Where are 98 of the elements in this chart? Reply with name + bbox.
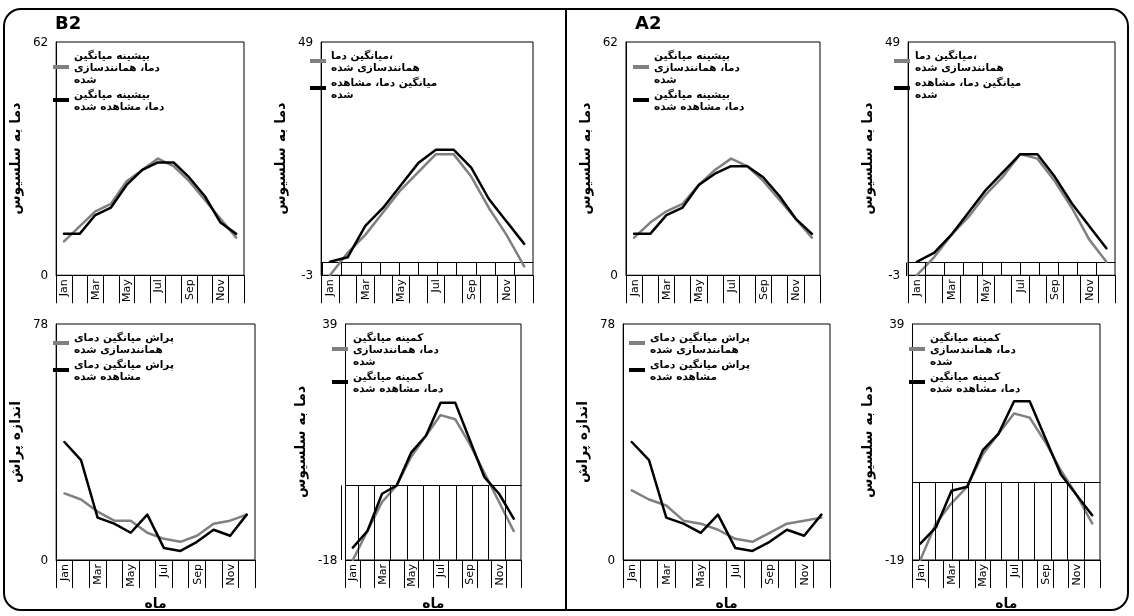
y-tick-label: 49 bbox=[884, 35, 901, 49]
y-tick-label: 62 bbox=[32, 35, 49, 49]
line-series bbox=[630, 440, 823, 553]
y-tick-label: 49 bbox=[297, 35, 314, 49]
x-tick-label: Mar bbox=[945, 563, 959, 585]
y-axis-title: دما به سلسیوس bbox=[292, 385, 309, 499]
x-tick-label: Nov bbox=[789, 278, 803, 301]
x-tick-label: Nov bbox=[492, 563, 506, 586]
x-tick-label: May bbox=[694, 563, 708, 587]
legend-label: پراش میانگین دمای مشاهده شده bbox=[74, 358, 178, 382]
legend-label: بیشینه میانگین دما، همانندسازی شده bbox=[654, 49, 744, 85]
x-tick-label: Sep bbox=[763, 563, 777, 585]
line-series bbox=[63, 492, 248, 544]
x-tick-label: May bbox=[976, 563, 990, 587]
x-tick-label: Jan bbox=[627, 279, 641, 298]
x-tick-label: Jan bbox=[913, 563, 927, 582]
x-axis-title: ماه bbox=[422, 595, 445, 611]
y-tick-label: 0 bbox=[610, 268, 618, 283]
x-axis-title: ماه bbox=[995, 595, 1018, 611]
y-axis-title: دما به سلسیوس bbox=[7, 102, 24, 215]
legend-label: کمینه میانگین دما، مشاهده شده bbox=[930, 370, 1021, 394]
x-tick-label: Nov bbox=[500, 278, 514, 301]
y-tick-label: 78 bbox=[599, 317, 616, 331]
x-tick-label: Mar bbox=[358, 278, 372, 301]
y-tick-label: -3 bbox=[301, 268, 314, 283]
x-tick-label: May bbox=[692, 278, 706, 303]
y-tick-label: 62 bbox=[602, 35, 618, 49]
legend-label: پراش میانگین دمای همانندسازی شده bbox=[74, 331, 178, 356]
x-tick-label: Jul bbox=[157, 564, 171, 579]
x-tick-label: Jul bbox=[434, 564, 448, 579]
legend-label: میانگین دما، مشاهده شده bbox=[331, 76, 441, 100]
x-tick-label: Nov bbox=[797, 563, 811, 586]
x-tick-label: May bbox=[404, 563, 418, 587]
x-tick-label: May bbox=[124, 563, 138, 587]
x-tick-label: Jan bbox=[910, 279, 924, 298]
x-tick-label: Jul bbox=[1013, 279, 1027, 294]
x-tick-label: Sep bbox=[463, 563, 477, 585]
legend-label: کمینه میانگین دما، مشاهده شده bbox=[353, 370, 444, 394]
legend-label: کمینه میانگین دما، همانندسازی شده bbox=[930, 331, 1020, 367]
line-series bbox=[630, 489, 823, 544]
legend-label: میانگین دما، همانندسازی شده bbox=[331, 49, 420, 74]
x-tick-label: Nov bbox=[223, 563, 237, 586]
x-tick-label: Jul bbox=[429, 279, 443, 294]
legend-label: بیشینه میانگین دما، مشاهده شده bbox=[74, 88, 165, 112]
x-tick-label: Sep bbox=[1048, 279, 1062, 300]
x-tick-label: Jan bbox=[57, 279, 71, 298]
x-tick-label: Jan bbox=[323, 279, 337, 298]
x-tick-label: Nov bbox=[1082, 278, 1096, 301]
legend-label: میانگین دما، مشاهده شده bbox=[915, 76, 1025, 100]
y-axis-title: اندازه پراش bbox=[574, 400, 591, 484]
y-tick-label: 0 bbox=[40, 553, 49, 567]
x-tick-label: May bbox=[979, 278, 993, 303]
y-tick-label: 39 bbox=[889, 317, 905, 331]
x-tick-label: Nov bbox=[1070, 563, 1084, 586]
x-tick-label: Mar bbox=[91, 563, 105, 585]
x-tick-label: Mar bbox=[375, 563, 389, 585]
x-tick-label: Mar bbox=[659, 563, 673, 585]
x-tick-label: Jul bbox=[151, 279, 165, 294]
x-axis-title: ماه bbox=[715, 595, 738, 611]
legend-label: بیشینه میانگین دما، مشاهده شده bbox=[654, 88, 745, 112]
legend-label: بیشینه میانگین دما، همانندسازی شده bbox=[74, 49, 164, 85]
y-tick-label: 0 bbox=[607, 553, 616, 567]
y-tick-label: 39 bbox=[322, 317, 338, 331]
y-tick-label: 78 bbox=[32, 317, 49, 331]
y-tick-label: -18 bbox=[317, 553, 338, 567]
x-tick-label: Sep bbox=[182, 279, 196, 300]
y-axis-title: دما به سلسیوس bbox=[859, 385, 876, 499]
legend-label: پراش میانگین دمای همانندسازی شده bbox=[650, 331, 754, 356]
x-tick-label: Jan bbox=[625, 563, 639, 582]
x-tick-label: May bbox=[120, 278, 134, 303]
chart-title: A2 bbox=[635, 11, 662, 33]
x-tick-label: Sep bbox=[756, 279, 770, 300]
y-tick-label: -3 bbox=[888, 268, 901, 283]
legend-label: میانگین دما، همانندسازی شده bbox=[915, 49, 1004, 74]
x-tick-label: Jul bbox=[1007, 564, 1021, 579]
x-tick-label: Nov bbox=[214, 278, 228, 301]
x-tick-label: Mar bbox=[659, 278, 673, 301]
y-tick-label: -19 bbox=[884, 553, 905, 567]
x-tick-label: Jul bbox=[728, 564, 742, 579]
x-tick-label: Mar bbox=[88, 278, 102, 301]
y-axis-title: دما به سلسیوس bbox=[859, 102, 876, 215]
y-axis-title: اندازه پراش bbox=[7, 400, 24, 484]
x-axis-title: ماه bbox=[144, 595, 167, 611]
y-tick-label: 0 bbox=[40, 268, 49, 283]
x-tick-label: May bbox=[394, 278, 408, 303]
line-series bbox=[63, 440, 248, 553]
x-tick-label: Sep bbox=[190, 563, 204, 585]
x-tick-label: Jan bbox=[57, 563, 71, 582]
chart-title: B2 bbox=[55, 11, 82, 33]
x-tick-label: Mar bbox=[944, 278, 958, 301]
x-tick-label: Sep bbox=[464, 279, 478, 300]
y-axis-title: دما به سلسیوس bbox=[576, 102, 594, 215]
x-tick-label: Jul bbox=[724, 279, 738, 294]
x-tick-label: Sep bbox=[1038, 563, 1052, 585]
y-axis-title: دما به سلسیوس bbox=[272, 102, 289, 215]
legend-label: پراش میانگین دمای مشاهده شده bbox=[650, 358, 754, 382]
legend-label: کمینه میانگین دما، همانندسازی شده bbox=[353, 331, 443, 367]
x-tick-label: Jan bbox=[346, 563, 360, 582]
